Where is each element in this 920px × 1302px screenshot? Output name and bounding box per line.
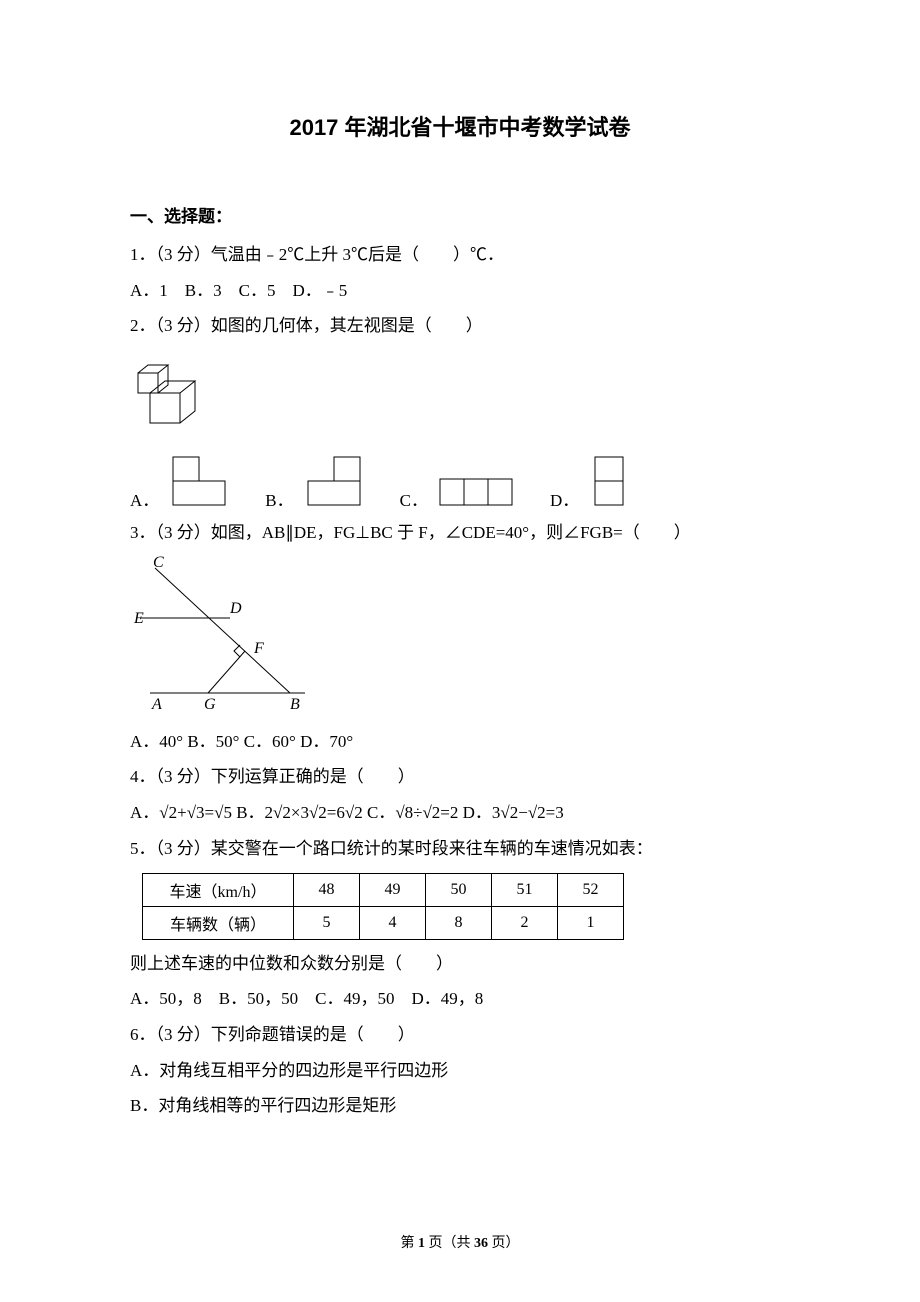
pt-D: D: [229, 600, 242, 617]
footer-p2: 页（共: [429, 1236, 471, 1251]
q1-options: A．1 B．3 C．5 D．﹣5: [130, 273, 790, 309]
q6-stem: 6．（3 分）下列命题错误的是（ ）: [130, 1017, 790, 1053]
q6-opt-a: A．对角线互相平分的四边形是平行四边形: [130, 1053, 790, 1089]
q5-stem: 5．（3 分）某交警在一个路口统计的某时段来往车辆的车速情况如表：: [130, 831, 790, 867]
q4-b-label: B．: [236, 803, 264, 822]
pt-E: E: [133, 610, 144, 627]
table-row: 车速（km/h） 48 49 50 51 52: [143, 873, 624, 906]
q5-r1: 4: [360, 906, 426, 939]
q4-c-expr: √8÷√2=2: [395, 803, 458, 822]
exam-page: 2017 年湖北省十堰市中考数学试卷 一、选择题： 1．（3 分）气温由﹣2℃上…: [0, 0, 920, 1302]
opt-c-label: C．: [400, 486, 428, 511]
q4-stem: 4．（3 分）下列运算正确的是（ ）: [130, 759, 790, 795]
q5-r4: 1: [558, 906, 624, 939]
pt-B: B: [290, 696, 300, 713]
footer-pagenum: 1: [418, 1236, 425, 1251]
q5-r2: 8: [426, 906, 492, 939]
q5-h0: 车速（km/h）: [143, 873, 294, 906]
q4-a-expr: √2+√3=√5: [159, 803, 232, 822]
opt-a-shape: [169, 451, 233, 511]
q5-c0: 48: [294, 873, 360, 906]
opt-d-label: D．: [550, 486, 579, 511]
opt-d-shape: [589, 451, 631, 511]
opt-b-shape: [304, 451, 368, 511]
opt-a-label: A．: [130, 486, 159, 511]
q2-solid-figure: [130, 348, 790, 443]
q5-r3: 2: [492, 906, 558, 939]
q5-c1: 49: [360, 873, 426, 906]
q6-opt-b: B．对角线相等的平行四边形是矩形: [130, 1088, 790, 1124]
opt-b-label: B．: [265, 486, 293, 511]
opt-c-shape: [438, 469, 518, 511]
q4-c-label: C．: [367, 803, 395, 822]
q4-a-label: A．: [130, 803, 159, 822]
q1-stem: 1．（3 分）气温由﹣2℃上升 3℃后是（ ）℃．: [130, 237, 790, 273]
q3-figure: C D E F A G B: [130, 553, 790, 718]
page-title: 2017 年湖北省十堰市中考数学试卷: [130, 110, 790, 142]
q5-r0: 5: [294, 906, 360, 939]
q2-options-row: A． B． C． D．: [130, 451, 790, 511]
page-footer: 第 1 页（共 36 页）: [0, 1232, 920, 1252]
pt-G: G: [204, 696, 216, 713]
pt-C: C: [153, 554, 164, 571]
q3-stem: 3．（3 分）如图，AB∥DE，FG⊥BC 于 F，∠CDE=40°，则∠FGB…: [130, 515, 790, 551]
pt-A: A: [151, 696, 162, 713]
q5-c3: 51: [492, 873, 558, 906]
q5-c2: 50: [426, 873, 492, 906]
q5-c4: 52: [558, 873, 624, 906]
q5-after: 则上述车速的中位数和众数分别是（ ）: [130, 946, 790, 982]
q5-options: A．50，8 B．50，50 C．49，50 D．49，8: [130, 981, 790, 1017]
table-row: 车辆数（辆） 5 4 8 2 1: [143, 906, 624, 939]
q4-d-label: D．: [463, 803, 492, 822]
footer-p1: 第: [401, 1236, 415, 1251]
q4-b-expr: 2√2×3√2=6√2: [265, 803, 363, 822]
q5-table: 车速（km/h） 48 49 50 51 52 车辆数（辆） 5 4 8 2 1: [142, 873, 624, 940]
q4-d-expr: 3√2−√2=3: [492, 803, 564, 822]
section-heading: 一、选择题：: [130, 202, 790, 227]
q2-stem: 2．（3 分）如图的几何体，其左视图是（ ）: [130, 308, 790, 344]
q3-options: A．40° B．50° C．60° D．70°: [130, 724, 790, 760]
q4-options: A．√2+√3=√5 B．2√2×3√2=6√2 C．√8÷√2=2 D．3√2…: [130, 795, 790, 831]
footer-pagetotal: 36: [474, 1236, 488, 1251]
pt-F: F: [253, 640, 264, 657]
q5-h1: 车辆数（辆）: [143, 906, 294, 939]
footer-p3: 页）: [492, 1236, 520, 1251]
